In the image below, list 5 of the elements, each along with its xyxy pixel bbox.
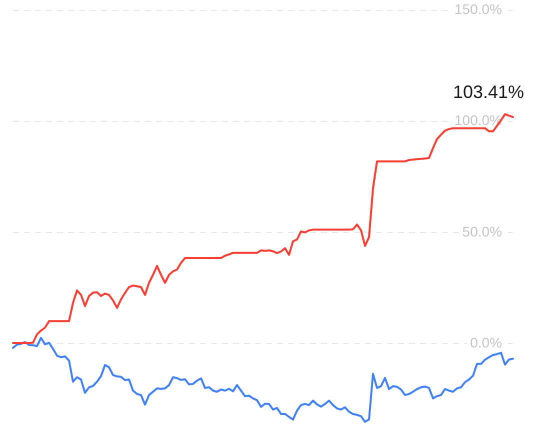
annotation: 103.41% (452, 82, 524, 102)
y-tick-label: 50.0% (462, 223, 502, 240)
y-tick-label: 0.0% (470, 334, 502, 351)
y-tick-label: 100.0% (454, 112, 502, 128)
y-tick-label: 150.0% (454, 0, 502, 17)
